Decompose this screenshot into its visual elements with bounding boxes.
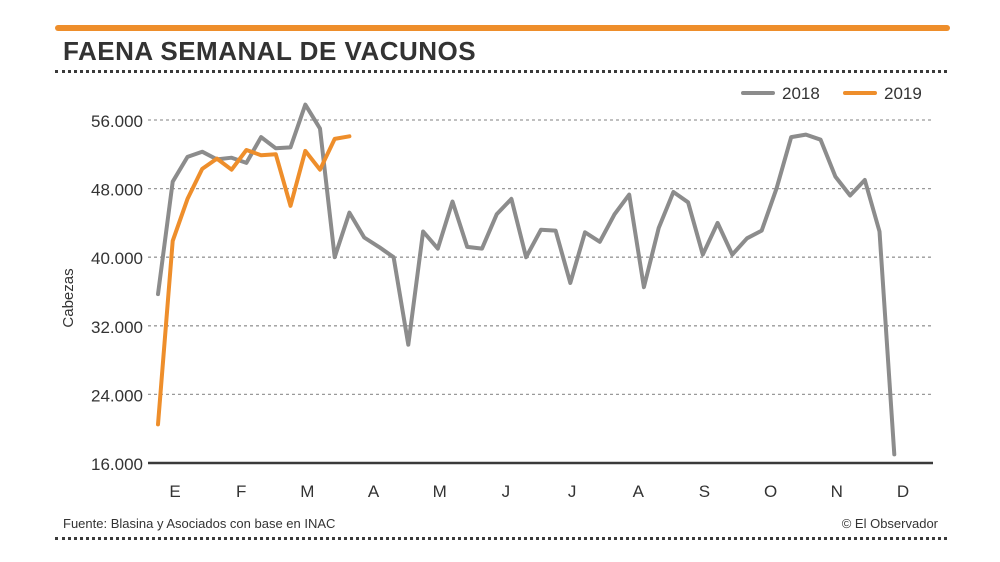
x-month-label: M bbox=[433, 482, 447, 501]
footer-divider bbox=[55, 537, 947, 540]
x-month-label: F bbox=[236, 482, 246, 501]
x-month-label: O bbox=[764, 482, 777, 501]
title-divider bbox=[55, 70, 947, 73]
y-tick-label: 56.000 bbox=[91, 112, 143, 131]
x-month-label: S bbox=[699, 482, 710, 501]
x-month-label: D bbox=[897, 482, 909, 501]
y-tick-label: 16.000 bbox=[91, 455, 143, 474]
legend-label-2019: 2019 bbox=[884, 84, 922, 103]
x-month-label: A bbox=[633, 482, 645, 501]
x-month-label: E bbox=[169, 482, 180, 501]
x-month-label: J bbox=[568, 482, 577, 501]
x-month-label: N bbox=[831, 482, 843, 501]
x-month-label: A bbox=[368, 482, 380, 501]
y-tick-label: 32.000 bbox=[91, 318, 143, 337]
legend-label-2018: 2018 bbox=[782, 84, 820, 103]
y-tick-label: 40.000 bbox=[91, 249, 143, 268]
source-note: Fuente: Blasina y Asociados con base en … bbox=[63, 516, 336, 531]
accent-bar bbox=[55, 25, 950, 31]
credit-note: © El Observador bbox=[841, 516, 938, 531]
y-tick-label: 24.000 bbox=[91, 386, 143, 405]
series-line-2019 bbox=[156, 134, 352, 427]
x-month-label: J bbox=[502, 482, 511, 501]
x-month-label: M bbox=[300, 482, 314, 501]
chart-title: FAENA SEMANAL DE VACUNOS bbox=[63, 36, 477, 66]
y-tick-label: 48.000 bbox=[91, 181, 143, 200]
y-axis-label: Cabezas bbox=[60, 268, 77, 327]
series-line-2018 bbox=[156, 102, 897, 457]
